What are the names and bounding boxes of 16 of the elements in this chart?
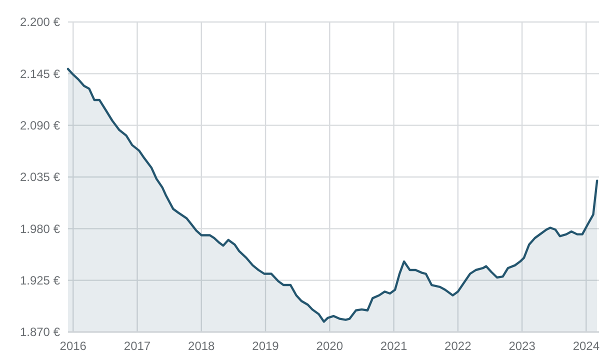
x-tick-label: 2016: [60, 339, 87, 353]
x-tick-label: 2018: [188, 339, 216, 353]
y-tick-label: 1.980 €: [20, 222, 60, 236]
y-tick-label: 2.035 €: [20, 170, 60, 184]
x-tick-label: 2022: [444, 339, 472, 353]
x-tick-label: 2024: [572, 339, 600, 353]
x-tick-label: 2021: [380, 339, 408, 353]
x-tick-label: 2023: [508, 339, 536, 353]
x-tick-label: 2020: [316, 339, 344, 353]
y-tick-label: 2.090 €: [20, 118, 60, 133]
y-tick-label: 2.200 €: [20, 15, 60, 30]
x-tick-label: 2017: [124, 339, 151, 353]
x-tick-label: 2019: [252, 339, 280, 353]
y-tick-label: 1.925 €: [20, 274, 60, 288]
y-tick-label: 2.145 €: [20, 66, 60, 81]
y-tick-label: 1.870 €: [20, 325, 60, 340]
